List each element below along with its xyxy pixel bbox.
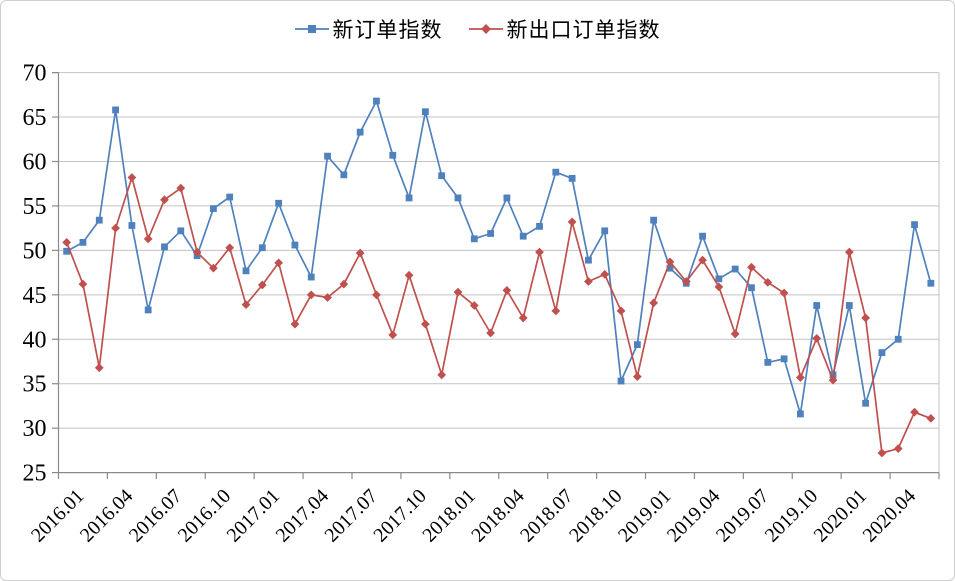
svg-text:2019.07: 2019.07 bbox=[712, 485, 774, 547]
svg-text:2020.01: 2020.01 bbox=[810, 485, 872, 547]
svg-text:60: 60 bbox=[23, 149, 47, 175]
series-markers-1 bbox=[62, 173, 936, 458]
svg-text:2017.01: 2017.01 bbox=[223, 485, 285, 547]
svg-text:2016.10: 2016.10 bbox=[174, 485, 236, 547]
svg-text:70: 70 bbox=[23, 61, 47, 87]
svg-text:65: 65 bbox=[23, 105, 47, 131]
svg-text:2020.04: 2020.04 bbox=[859, 485, 921, 547]
svg-text:2017.07: 2017.07 bbox=[320, 485, 382, 547]
svg-text:2018.10: 2018.10 bbox=[565, 485, 627, 547]
svg-text:2016.04: 2016.04 bbox=[76, 485, 138, 547]
svg-text:2017.10: 2017.10 bbox=[369, 485, 431, 547]
legend-item-new-orders-index: 新订单指数 bbox=[294, 14, 443, 44]
svg-text:2017.04: 2017.04 bbox=[272, 485, 334, 547]
svg-text:2018.01: 2018.01 bbox=[418, 485, 480, 547]
y-gridlines bbox=[58, 72, 939, 429]
axis-ticks bbox=[52, 71, 940, 480]
svg-text:45: 45 bbox=[23, 283, 47, 309]
svg-text:2016.07: 2016.07 bbox=[125, 485, 187, 547]
svg-text:2018.04: 2018.04 bbox=[467, 485, 529, 547]
svg-text:55: 55 bbox=[23, 194, 47, 220]
svg-text:2018.07: 2018.07 bbox=[516, 485, 578, 547]
chart-legend: 新订单指数 新出口订单指数 bbox=[294, 14, 661, 44]
series-line-0 bbox=[65, 100, 932, 415]
svg-text:2019.04: 2019.04 bbox=[663, 485, 725, 547]
svg-text:50: 50 bbox=[23, 238, 47, 264]
svg-text:30: 30 bbox=[23, 416, 47, 442]
legend-item-new-export-orders-index: 新出口订单指数 bbox=[468, 14, 661, 44]
svg-text:35: 35 bbox=[23, 372, 47, 398]
legend-line-diamond-icon bbox=[468, 24, 503, 34]
svg-text:25: 25 bbox=[23, 461, 47, 487]
x-tick-labels: 2016.012016.042016.072016.102017.012017.… bbox=[27, 485, 920, 547]
legend-line-square-icon bbox=[294, 25, 329, 33]
svg-text:40: 40 bbox=[23, 327, 47, 353]
axes bbox=[57, 72, 939, 474]
svg-text:2019.10: 2019.10 bbox=[761, 485, 823, 547]
legend-label-new-export-orders-index: 新出口订单指数 bbox=[506, 18, 661, 42]
svg-text:2016.01: 2016.01 bbox=[27, 485, 89, 547]
svg-text:2019.01: 2019.01 bbox=[614, 485, 676, 547]
y-tick-labels: 25 30 35 40 45 50 55 60 65 70 bbox=[23, 61, 47, 487]
series-line-1 bbox=[65, 176, 932, 454]
legend-label-new-orders-index: 新订单指数 bbox=[332, 18, 443, 42]
